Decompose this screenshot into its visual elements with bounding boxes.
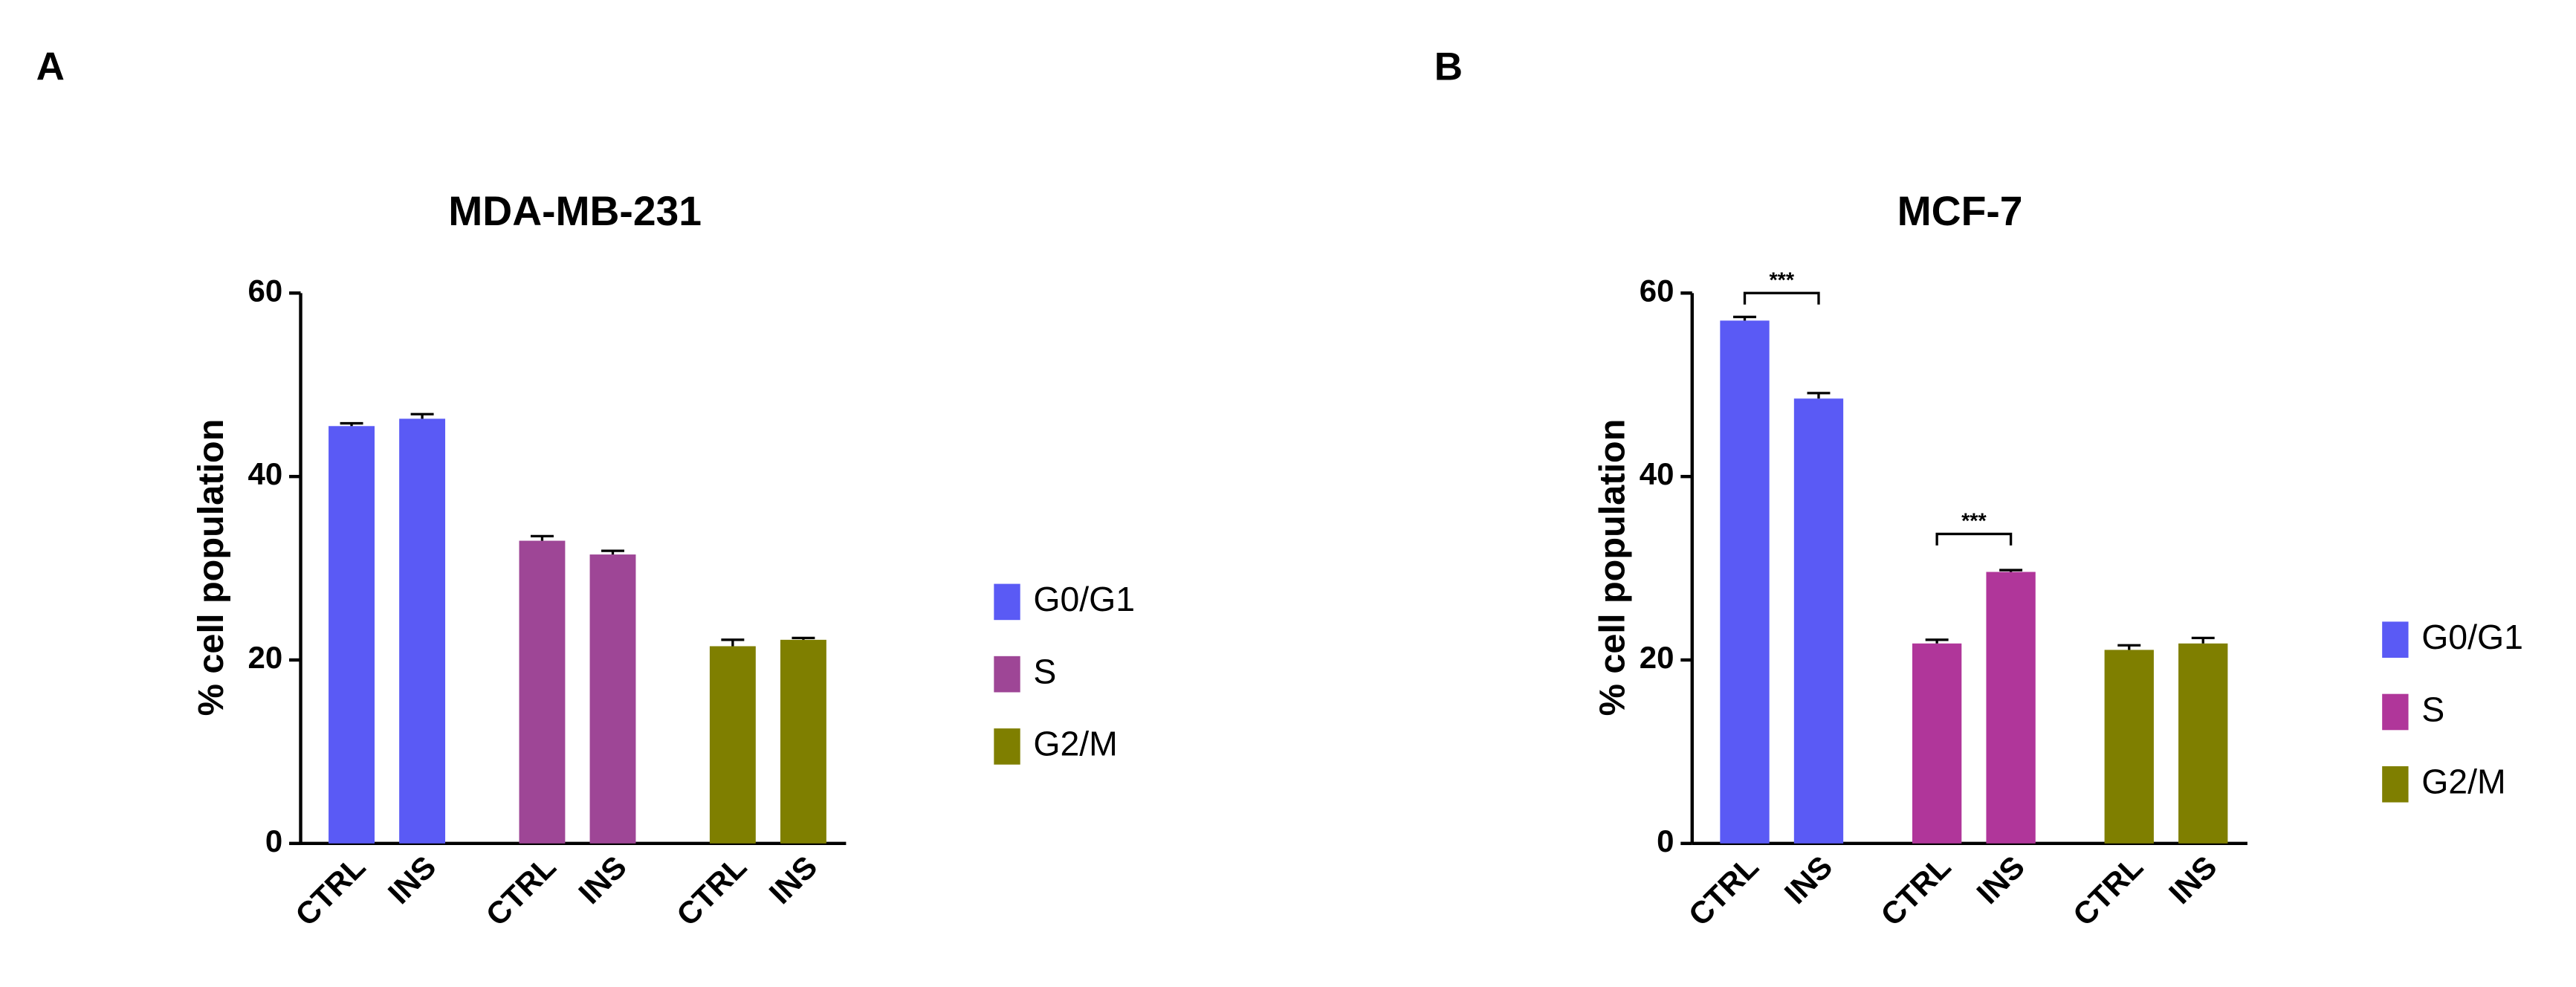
significance-bracket [1743,291,1820,305]
error-bar [1999,569,2023,572]
legend-swatch [2382,766,2409,803]
error-bar [721,638,745,647]
x-tick-label: CTRL [1874,849,1957,932]
y-tick-label: 60 [1640,273,1674,308]
x-tick-label: INS [2162,849,2224,910]
legend-label: S [2421,690,2444,728]
legend-label: G2/M [2421,763,2505,801]
x-tick-label: INS [763,849,824,910]
legend-label: G0/G1 [1033,580,1135,618]
x-tick-label: CTRL [288,849,372,932]
x-tick-label: CTRL [479,849,563,932]
error-bar [1733,315,1756,321]
y-tick-label: 40 [1640,456,1674,491]
legend-label: G0/G1 [2421,618,2523,656]
x-tick-label: INS [381,849,443,910]
error-bar [340,421,363,427]
legend-label: S [1033,652,1056,690]
bar [2104,650,2154,844]
y-tick-label: 0 [265,823,282,858]
legend-swatch [994,656,1020,693]
error-bar [1807,392,1831,399]
bar [399,418,446,844]
x-tick-label: CTRL [1682,849,1765,932]
error-bar [2117,644,2141,650]
error-bar [2191,636,2215,644]
y-tick-label: 0 [1657,823,1674,858]
chart-title: MDA-MB-231 [448,188,702,234]
bar [1912,643,1962,844]
bar [1986,572,2036,844]
y-tick-label: 40 [247,456,282,491]
chart-title: MCF-7 [1897,188,2023,234]
error-bar [530,534,554,541]
significance-label: *** [1769,268,1794,292]
legend-swatch [2382,621,2409,658]
legend-swatch [2382,693,2409,731]
bar [709,646,756,844]
x-tick-label: CTRL [2066,849,2149,932]
significance-label: *** [1961,510,1987,534]
error-bar [1925,638,1949,644]
x-tick-label: INS [572,849,633,910]
panel-label: A [36,45,65,89]
legend-swatch [994,728,1020,765]
bar [1720,320,1770,844]
error-bar [410,412,434,419]
bar [589,554,636,844]
y-tick-label: 20 [247,640,282,675]
legend-swatch [994,583,1020,621]
bar [780,639,826,844]
x-tick-label: INS [1778,849,1839,910]
bar [329,426,375,844]
legend-label: G2/M [1033,725,1117,763]
x-tick-label: CTRL [670,849,753,932]
bar [2178,643,2228,844]
y-axis-label: % cell population [1593,419,1633,716]
significance-bracket [1935,532,2013,546]
x-tick-label: INS [1970,849,2031,910]
y-axis-label: % cell population [191,419,231,716]
bar [519,540,566,844]
error-bar [601,549,624,555]
bar [1793,398,1844,844]
y-tick-label: 20 [1640,640,1674,675]
panel-label: B [1434,45,1463,89]
error-bar [792,636,815,640]
y-tick-label: 60 [247,273,282,308]
